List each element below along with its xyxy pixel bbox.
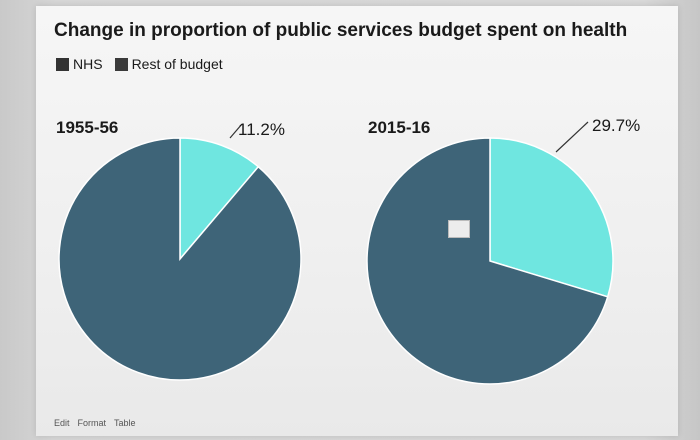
legend-label-rest: Rest of budget — [131, 56, 223, 72]
legend: NHS Rest of budget — [56, 56, 223, 72]
table-button[interactable]: Table — [114, 418, 136, 428]
pie-2-slice-rest-of-budget[interactable] — [366, 137, 609, 385]
format-button[interactable]: Format — [77, 418, 107, 428]
pie-label-2015-16: 2015-16 — [368, 118, 431, 137]
legend-label-nhs: NHS — [73, 56, 103, 72]
legend-item-rest: Rest of budget — [114, 56, 223, 72]
pie-label-1955-56: 1955-56 — [56, 118, 119, 137]
legend-swatch-nhs — [56, 57, 69, 71]
pie-2-leader-line — [555, 121, 589, 153]
legend-swatch-rest — [114, 57, 128, 71]
pie-charts-canvas — [58, 121, 614, 385]
pie-2-nhs-data-label: 29.7% — [592, 116, 641, 135]
pie-1-slice-rest-of-budget[interactable] — [58, 137, 302, 381]
chart-card: Change in proportion of public services … — [36, 6, 678, 436]
edit-button[interactable]: Edit — [54, 418, 70, 428]
pie-1-nhs-data-label: 11.2% — [238, 120, 285, 139]
pie-2-slice-nhs[interactable] — [489, 137, 614, 298]
chart-title: Change in proportion of public services … — [54, 20, 628, 41]
legend-item-nhs: NHS — [56, 56, 103, 72]
pie-1-leader-line — [229, 123, 243, 139]
chart-toolbar: Edit Format Table — [54, 418, 136, 428]
selection-handle[interactable] — [448, 220, 470, 238]
pie-1-slice-nhs[interactable] — [179, 137, 260, 262]
